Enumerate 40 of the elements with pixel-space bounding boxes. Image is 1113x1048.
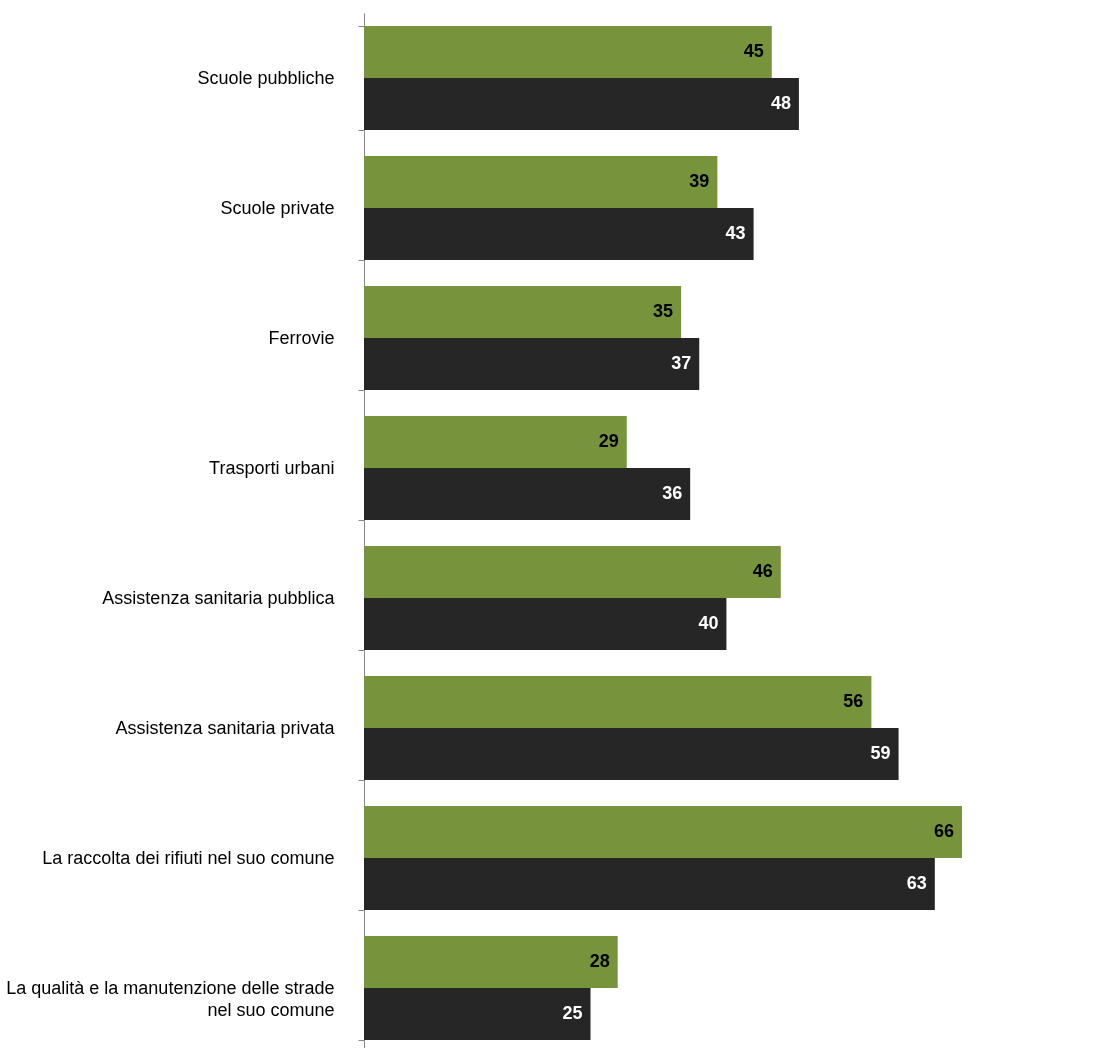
data-label: 29 [598,431,619,451]
data-label: 36 [662,483,683,503]
bar [364,208,754,260]
data-label: 48 [770,93,791,113]
bar [364,78,799,130]
bar [364,26,772,78]
y-tick-label: Trasporti urbani [209,457,335,478]
y-tick-label: Scuole private [220,197,335,218]
bar [364,728,899,780]
data-label: 28 [589,951,610,971]
bar [364,676,872,728]
bar [364,936,618,988]
data-label: 56 [843,691,864,711]
bar [364,988,591,1040]
data-label: 40 [698,613,719,633]
data-label: 43 [725,223,746,243]
data-label: 35 [653,301,674,321]
y-tick-label: Ferrovie [268,327,335,348]
data-label: 25 [562,1003,583,1023]
bar [364,338,700,390]
data-label: 66 [933,821,954,841]
bar [364,156,718,208]
bar [364,546,781,598]
data-label: 46 [752,561,773,581]
y-tick-label: La raccolta dei rifiuti nel suo comune [42,847,335,868]
bar [364,416,627,468]
bar [364,858,935,910]
y-tick-label: Scuole pubbliche [197,67,335,88]
data-label: 37 [671,353,692,373]
data-label: 59 [870,743,891,763]
y-tick-label: Assistenza sanitaria pubblica [102,587,336,608]
data-label: 63 [906,873,927,893]
data-label: 45 [743,41,764,61]
y-tick-label: Assistenza sanitaria privata [115,717,336,738]
bar [364,806,962,858]
bar [364,468,691,520]
bar [364,598,727,650]
y-tick-label: La qualità e la manutenzione delle strade nel suo comune [6,977,335,1020]
data-label: 39 [689,171,710,191]
bar [364,286,682,338]
